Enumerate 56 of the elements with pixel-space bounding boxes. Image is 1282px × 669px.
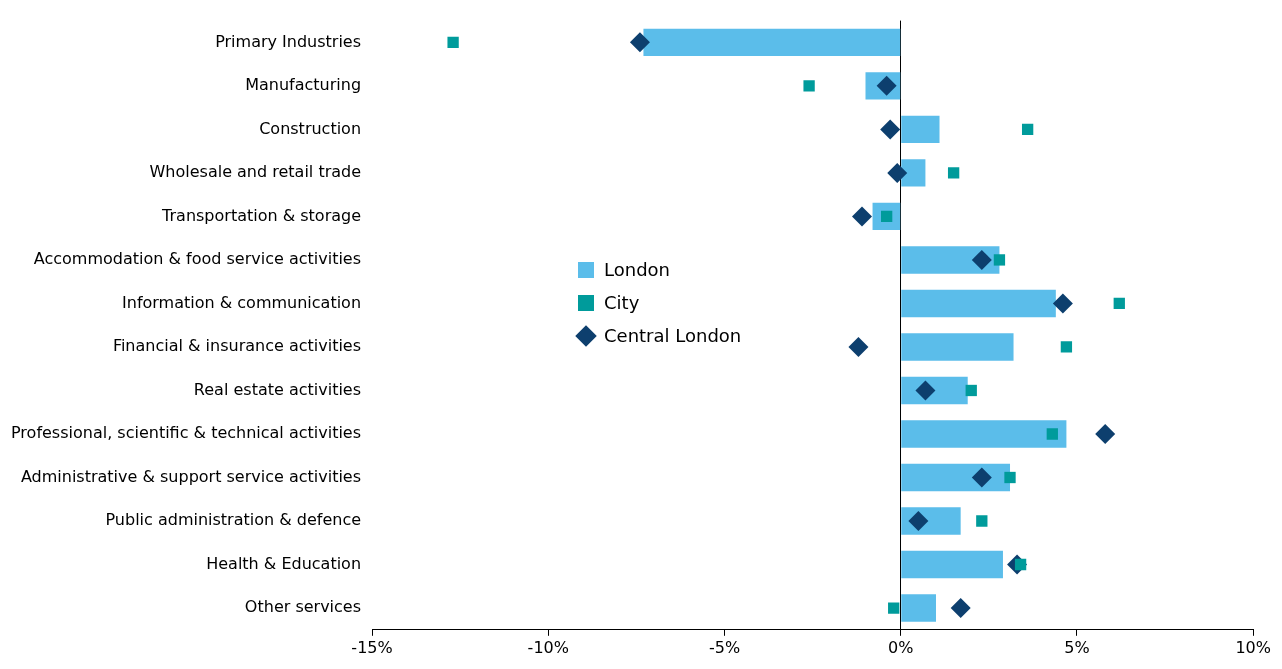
y-tick-label: Health & Education <box>206 553 362 573</box>
point <box>848 336 869 357</box>
point <box>950 598 971 619</box>
y-tick-label: Other services <box>244 597 362 617</box>
legend-label: London <box>604 259 670 280</box>
y-tick-label: Transportation & storage <box>161 205 362 225</box>
bar <box>901 550 1003 579</box>
point <box>1052 293 1073 314</box>
point <box>1113 297 1125 310</box>
bar <box>901 115 940 144</box>
point <box>971 467 992 488</box>
point <box>1060 341 1073 353</box>
x-tick-label: 5% <box>1064 637 1090 657</box>
x-tick-label: -10% <box>527 637 569 657</box>
legend-label: Central London <box>604 325 742 346</box>
point <box>965 384 977 397</box>
point <box>1095 423 1116 444</box>
y-tick-label: Public administration & defence <box>105 510 362 530</box>
point <box>908 511 929 532</box>
point <box>887 162 908 183</box>
legend-label: City <box>604 292 640 313</box>
point <box>976 515 988 527</box>
y-tick-label: Primary Industries <box>215 31 362 51</box>
point <box>888 602 900 614</box>
x-tick-label: -5% <box>708 637 741 657</box>
y-tick-label: Wholesale and retail trade <box>149 162 362 182</box>
point <box>1046 428 1058 440</box>
x-tick-label: -15% <box>351 637 393 657</box>
y-tick-label: Accommodation & food service activities <box>33 249 362 269</box>
point <box>1004 471 1016 484</box>
point <box>971 249 992 270</box>
point <box>629 32 650 53</box>
bar <box>901 246 1000 274</box>
point <box>880 119 901 140</box>
point <box>1021 123 1034 136</box>
y-tick-label: Real estate activities <box>193 379 362 399</box>
x-tick-label: 10% <box>1235 637 1271 657</box>
point <box>803 80 815 92</box>
x-tick-label: 0% <box>888 637 914 657</box>
y-tick-label: Construction <box>259 118 362 138</box>
y-tick-label: Financial & insurance activities <box>112 336 362 356</box>
bar <box>901 289 1056 318</box>
y-tick-label: Manufacturing <box>245 75 362 95</box>
y-tick-label: Administrative & support service activities <box>20 466 362 486</box>
y-tick-label: Information & communication <box>122 292 362 312</box>
bar <box>901 159 926 187</box>
point <box>947 167 960 179</box>
bar <box>643 28 901 57</box>
point <box>993 254 1006 266</box>
point <box>447 36 459 49</box>
bar <box>901 333 1014 361</box>
y-tick-label: Professional, scientific & technical activities <box>10 423 362 443</box>
bar <box>901 594 936 622</box>
bar <box>901 463 1011 492</box>
bar <box>901 420 1067 448</box>
point <box>851 206 872 227</box>
